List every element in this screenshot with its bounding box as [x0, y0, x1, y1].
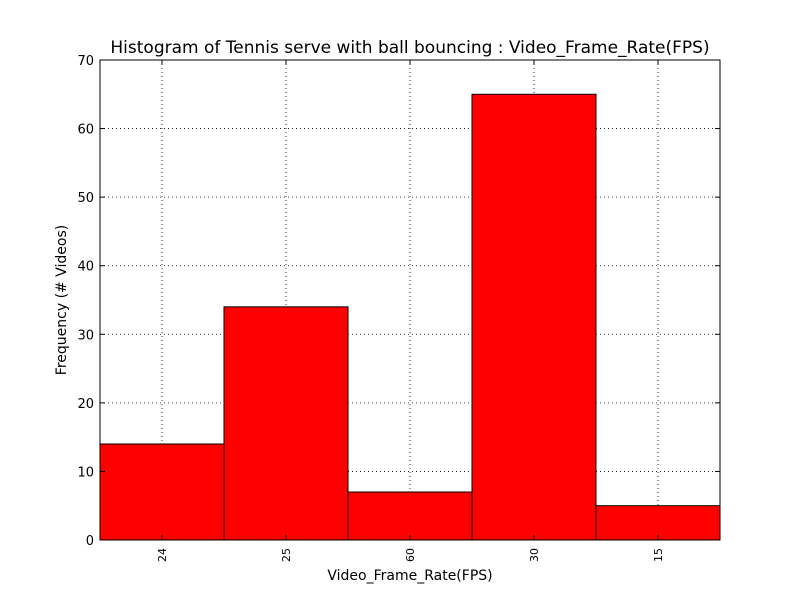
plot-area [99, 59, 721, 541]
histogram-bar-30 [471, 93, 597, 541]
ticks-layer [100, 59, 720, 541]
y-tick-labels: 0 10 20 30 40 50 60 70 [77, 54, 94, 549]
y-tick-label: 20 [77, 397, 94, 412]
x-tick-label-60: 60 [404, 548, 417, 562]
histogram-bar-25 [223, 306, 349, 541]
x-axis-label: Video_Frame_Rate(FPS) [327, 568, 492, 584]
bars-layer [99, 93, 721, 541]
x-tick-label-15: 15 [652, 548, 665, 562]
histogram-bar-60 [347, 491, 473, 541]
y-tick-label: 10 [77, 465, 94, 480]
y-tick-label: 70 [77, 54, 94, 69]
x-tick-label-25: 25 [280, 548, 293, 562]
y-tick-label: 30 [77, 328, 94, 343]
histogram-bar-24 [99, 443, 225, 541]
x-tick-label-24: 24 [156, 548, 169, 562]
chart-title: Histogram of Tennis serve with ball boun… [110, 38, 709, 58]
histogram-bar-15 [595, 505, 721, 541]
x-tick-labels: 24 25 60 30 15 [156, 548, 665, 562]
y-tick-label: 40 [77, 260, 94, 275]
y-tick-label: 0 [86, 534, 94, 549]
y-axis-label: Frequency (# Videos) [54, 225, 70, 375]
x-tick-label-30: 30 [528, 548, 541, 562]
y-tick-label: 50 [77, 191, 94, 206]
y-tick-label: 60 [77, 123, 94, 138]
